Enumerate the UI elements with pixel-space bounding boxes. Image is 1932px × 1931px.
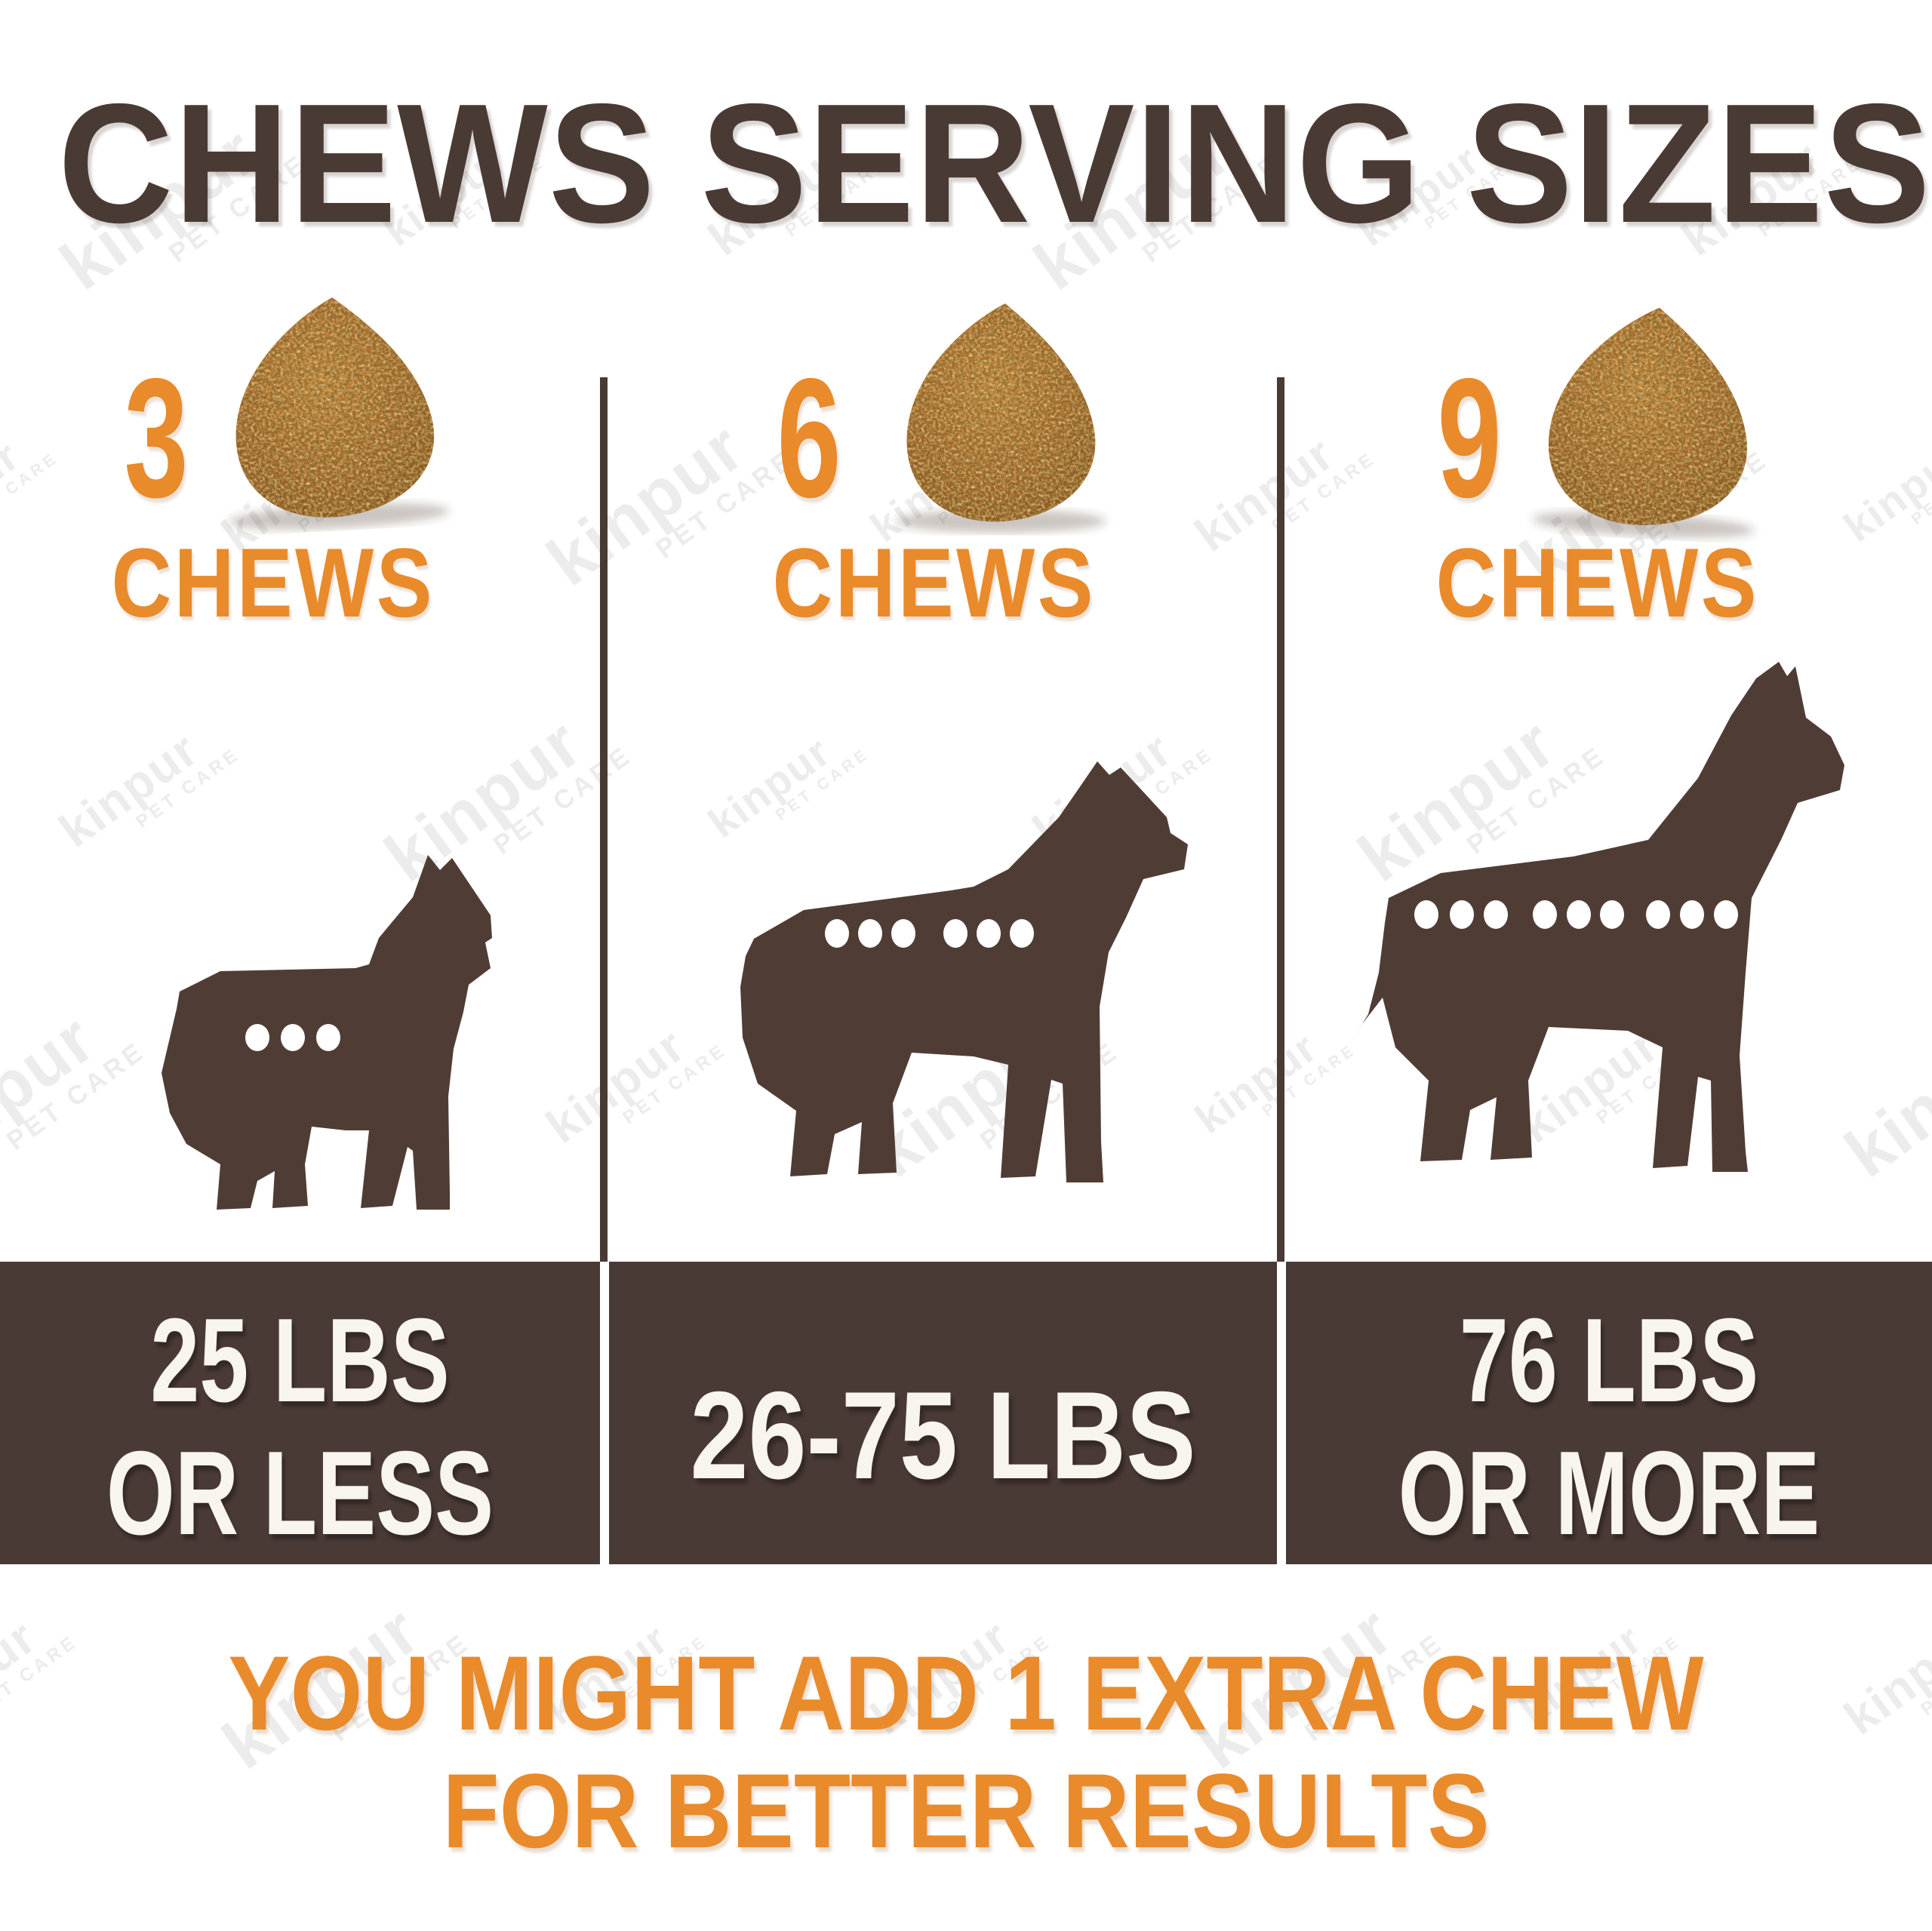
serving-dots-6 [825, 919, 1034, 948]
chews-label: CHEWS [111, 527, 435, 638]
watermark-brand: kinpur [1185, 426, 1344, 562]
chew-count-large: 9 [1437, 343, 1502, 533]
watermark-subtitle: PET CARE [650, 444, 800, 564]
watermark-brand: kinpur [0, 431, 28, 552]
watermark-brand: kinpur [0, 1609, 46, 1745]
page-title: CHEWS SERVING SIZES [57, 68, 1931, 258]
watermark-subtitle: PET CARE [488, 739, 638, 860]
weight-small-line1: 25 LBS [150, 1294, 450, 1427]
watermark-subtitle: PET CARE [0, 1631, 82, 1720]
french-bulldog-silhouette-icon [162, 855, 492, 1210]
watermark-brand: kinpur [534, 408, 758, 601]
watermark-brand: kinpur [1834, 1609, 1932, 1745]
weight-medium: 26-75 LBS [690, 1366, 1196, 1505]
watermark-brand: kinpur [209, 0, 433, 9]
watermark-subtitle: PET CARE [132, 743, 244, 832]
watermark-subtitle: PET CARE [1, 1035, 151, 1156]
weight-large-line1: 76 LBS [1459, 1294, 1759, 1427]
band-divider [1277, 1262, 1286, 1564]
chews-label: CHEWS [1435, 527, 1759, 638]
serving-dots-3 [245, 1024, 340, 1051]
watermark-brand: kinpur [536, 1017, 695, 1154]
chew-treat-icon [895, 303, 1106, 533]
watermark-subtitle: PET CARE [1917, 1631, 1932, 1720]
weight-range-band: 25 LBS OR LESS 26-75 LBS 76 LBS OR MORE [0, 1262, 1932, 1564]
chew-count-medium: 6 [777, 343, 841, 533]
watermark-brand: kinpur [0, 1000, 109, 1192]
chews-label: CHEWS [772, 527, 1096, 638]
watermark-brand: kinpur [49, 721, 208, 858]
watermark-brand: kinpur [1832, 1000, 1932, 1192]
watermark-brand: kinpur [1186, 1022, 1326, 1143]
weight-large-line2: OR MORE [1398, 1427, 1820, 1560]
watermark-subtitle: PET CARE [1259, 1040, 1360, 1121]
footnote-line1: YOU MIGHT ADD 1 EXTRA CHEW [228, 1634, 1704, 1752]
column-divider [1277, 377, 1284, 1262]
watermark-brand: kinpur [1835, 431, 1932, 552]
footnote-line2: FOR BETTER RESULTS [442, 1751, 1490, 1870]
weight-small-line2: OR LESS [106, 1427, 494, 1560]
serving-dots-9 [1414, 900, 1738, 929]
band-divider [600, 1262, 609, 1564]
watermark-subtitle: PET CARE [619, 1039, 731, 1128]
chew-treat-icon [1533, 302, 1755, 538]
column-divider [600, 377, 608, 1262]
great-dane-silhouette-icon [1345, 662, 1844, 1172]
watermark-brand: kinpur [1183, 0, 1407, 9]
chew-count-small: 3 [124, 343, 189, 533]
boxer-silhouette-icon [740, 761, 1188, 1182]
watermark-subtitle: PET CARE [1908, 448, 1932, 529]
watermark-subtitle: PET CARE [0, 448, 62, 529]
chew-treat-icon [229, 292, 449, 530]
